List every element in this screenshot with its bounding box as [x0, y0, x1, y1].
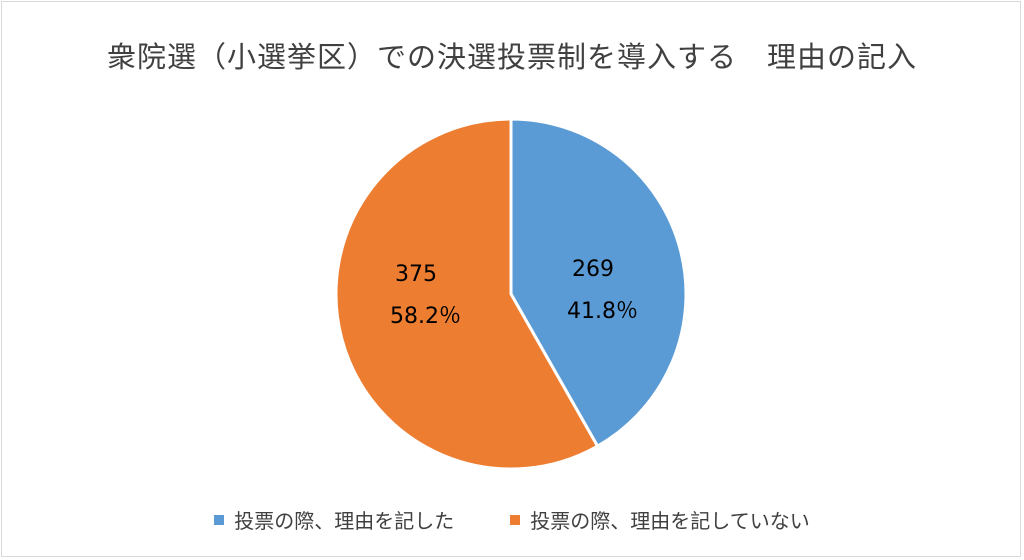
legend-swatch-written: [214, 514, 225, 525]
data-label-not-written-percent: 58.2％: [390, 304, 461, 329]
data-label-not-written-value: 375: [395, 262, 437, 287]
legend-item-not-written: 投票の際、理由を記していない: [510, 505, 810, 534]
pie-slice-not-written: [334, 117, 600, 471]
legend-swatch-not-written: [510, 514, 521, 525]
data-label-written-value: 269: [572, 257, 614, 282]
legend-item-written: 投票の際、理由を記した: [214, 505, 454, 534]
legend-label-not-written: 投票の際、理由を記していない: [530, 509, 810, 533]
data-label-written-percent: 41.8％: [567, 299, 638, 324]
legend-label-written: 投票の際、理由を記した: [234, 509, 455, 533]
legend: 投票の際、理由を記した 投票の際、理由を記していない: [0, 505, 1024, 534]
chart-title: 衆院選（小選挙区）での決選投票制を導入する 理由の記入: [106, 40, 917, 74]
pie-slice-written: [509, 117, 688, 449]
